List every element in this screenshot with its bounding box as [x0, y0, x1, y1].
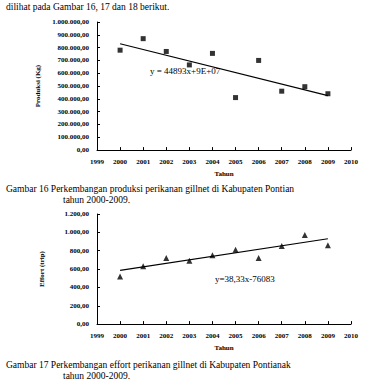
- svg-text:200,00: 200,00: [70, 302, 90, 310]
- svg-text:200.000,00: 200.000,00: [58, 120, 90, 128]
- svg-text:Tahun: Tahun: [214, 170, 233, 178]
- svg-text:2003: 2003: [182, 158, 197, 166]
- svg-text:900.000,00: 900.000,00: [58, 31, 90, 39]
- svg-text:Effort (trip): Effort (trip): [38, 250, 46, 287]
- svg-text:2006: 2006: [252, 158, 267, 166]
- svg-text:2008: 2008: [298, 332, 313, 340]
- svg-text:2009: 2009: [321, 158, 336, 166]
- svg-text:2001: 2001: [136, 332, 151, 340]
- svg-text:2010: 2010: [344, 158, 359, 166]
- svg-text:300.000,00: 300.000,00: [58, 108, 90, 116]
- svg-text:2002: 2002: [159, 158, 174, 166]
- svg-text:2010: 2010: [344, 332, 359, 340]
- svg-text:800,00: 800,00: [70, 247, 90, 255]
- html-text:Gambar 16 Perkembangan produks: Gambar 16 Perkembangan produksi perikana…: [6, 184, 295, 194]
- svg-text:Tahun: Tahun: [214, 344, 233, 352]
- svg-text:2006: 2006: [252, 332, 267, 340]
- svg-text:400.000,00: 400.000,00: [58, 95, 90, 103]
- html-text:tahun 2000-2009.: tahun 2000-2009.: [63, 371, 130, 381]
- svg-text:2000: 2000: [113, 332, 128, 340]
- svg-text:2008: 2008: [298, 158, 313, 166]
- svg-text:Produksi (Kg): Produksi (Kg): [34, 64, 42, 107]
- svg-text:2004: 2004: [205, 332, 220, 340]
- svg-text:2005: 2005: [229, 332, 244, 340]
- svg-text:1999: 1999: [90, 332, 105, 340]
- svg-text:2002: 2002: [159, 332, 174, 340]
- svg-text:600.000,00: 600.000,00: [58, 69, 90, 77]
- svg-text:0,00: 0,00: [77, 146, 90, 154]
- svg-text:100.000,00: 100.000,00: [58, 133, 90, 141]
- svg-text:500.000,00: 500.000,00: [58, 82, 90, 90]
- svg-text:1999: 1999: [90, 158, 105, 166]
- svg-text:1.000.000,00: 1.000.000,00: [52, 18, 89, 26]
- svg-text:2007: 2007: [275, 332, 290, 340]
- svg-text:800.000,00: 800.000,00: [58, 44, 90, 52]
- svg-text:400,00: 400,00: [70, 283, 90, 291]
- svg-text:1.000,00: 1.000,00: [65, 228, 90, 236]
- svg-text:2003: 2003: [182, 332, 197, 340]
- svg-text:1.200,00: 1.200,00: [65, 210, 90, 218]
- svg-text:y=38,33x-76083: y=38,33x-76083: [215, 274, 275, 284]
- svg-text:2004: 2004: [205, 158, 220, 166]
- svg-text:0,00: 0,00: [77, 320, 90, 328]
- svg-text:700.000,00: 700.000,00: [58, 56, 90, 64]
- svg-text:2009: 2009: [321, 332, 336, 340]
- html-text:dilihat pada Gambar 16, 17 dan: dilihat pada Gambar 16, 17 dan 18 beriku…: [6, 2, 170, 12]
- svg-text:y = 44893x+9E+07: y = 44893x+9E+07: [150, 66, 221, 76]
- svg-text:600,00: 600,00: [70, 265, 90, 273]
- svg-text:2005: 2005: [229, 158, 244, 166]
- svg-text:2000: 2000: [113, 158, 128, 166]
- svg-text:2001: 2001: [136, 158, 151, 166]
- html-text:tahun 2000-2009.: tahun 2000-2009.: [63, 195, 130, 205]
- html-text:Gambar 17 Perkembangan effort: Gambar 17 Perkembangan effort perikanan …: [6, 360, 291, 370]
- svg-text:2007: 2007: [275, 158, 290, 166]
